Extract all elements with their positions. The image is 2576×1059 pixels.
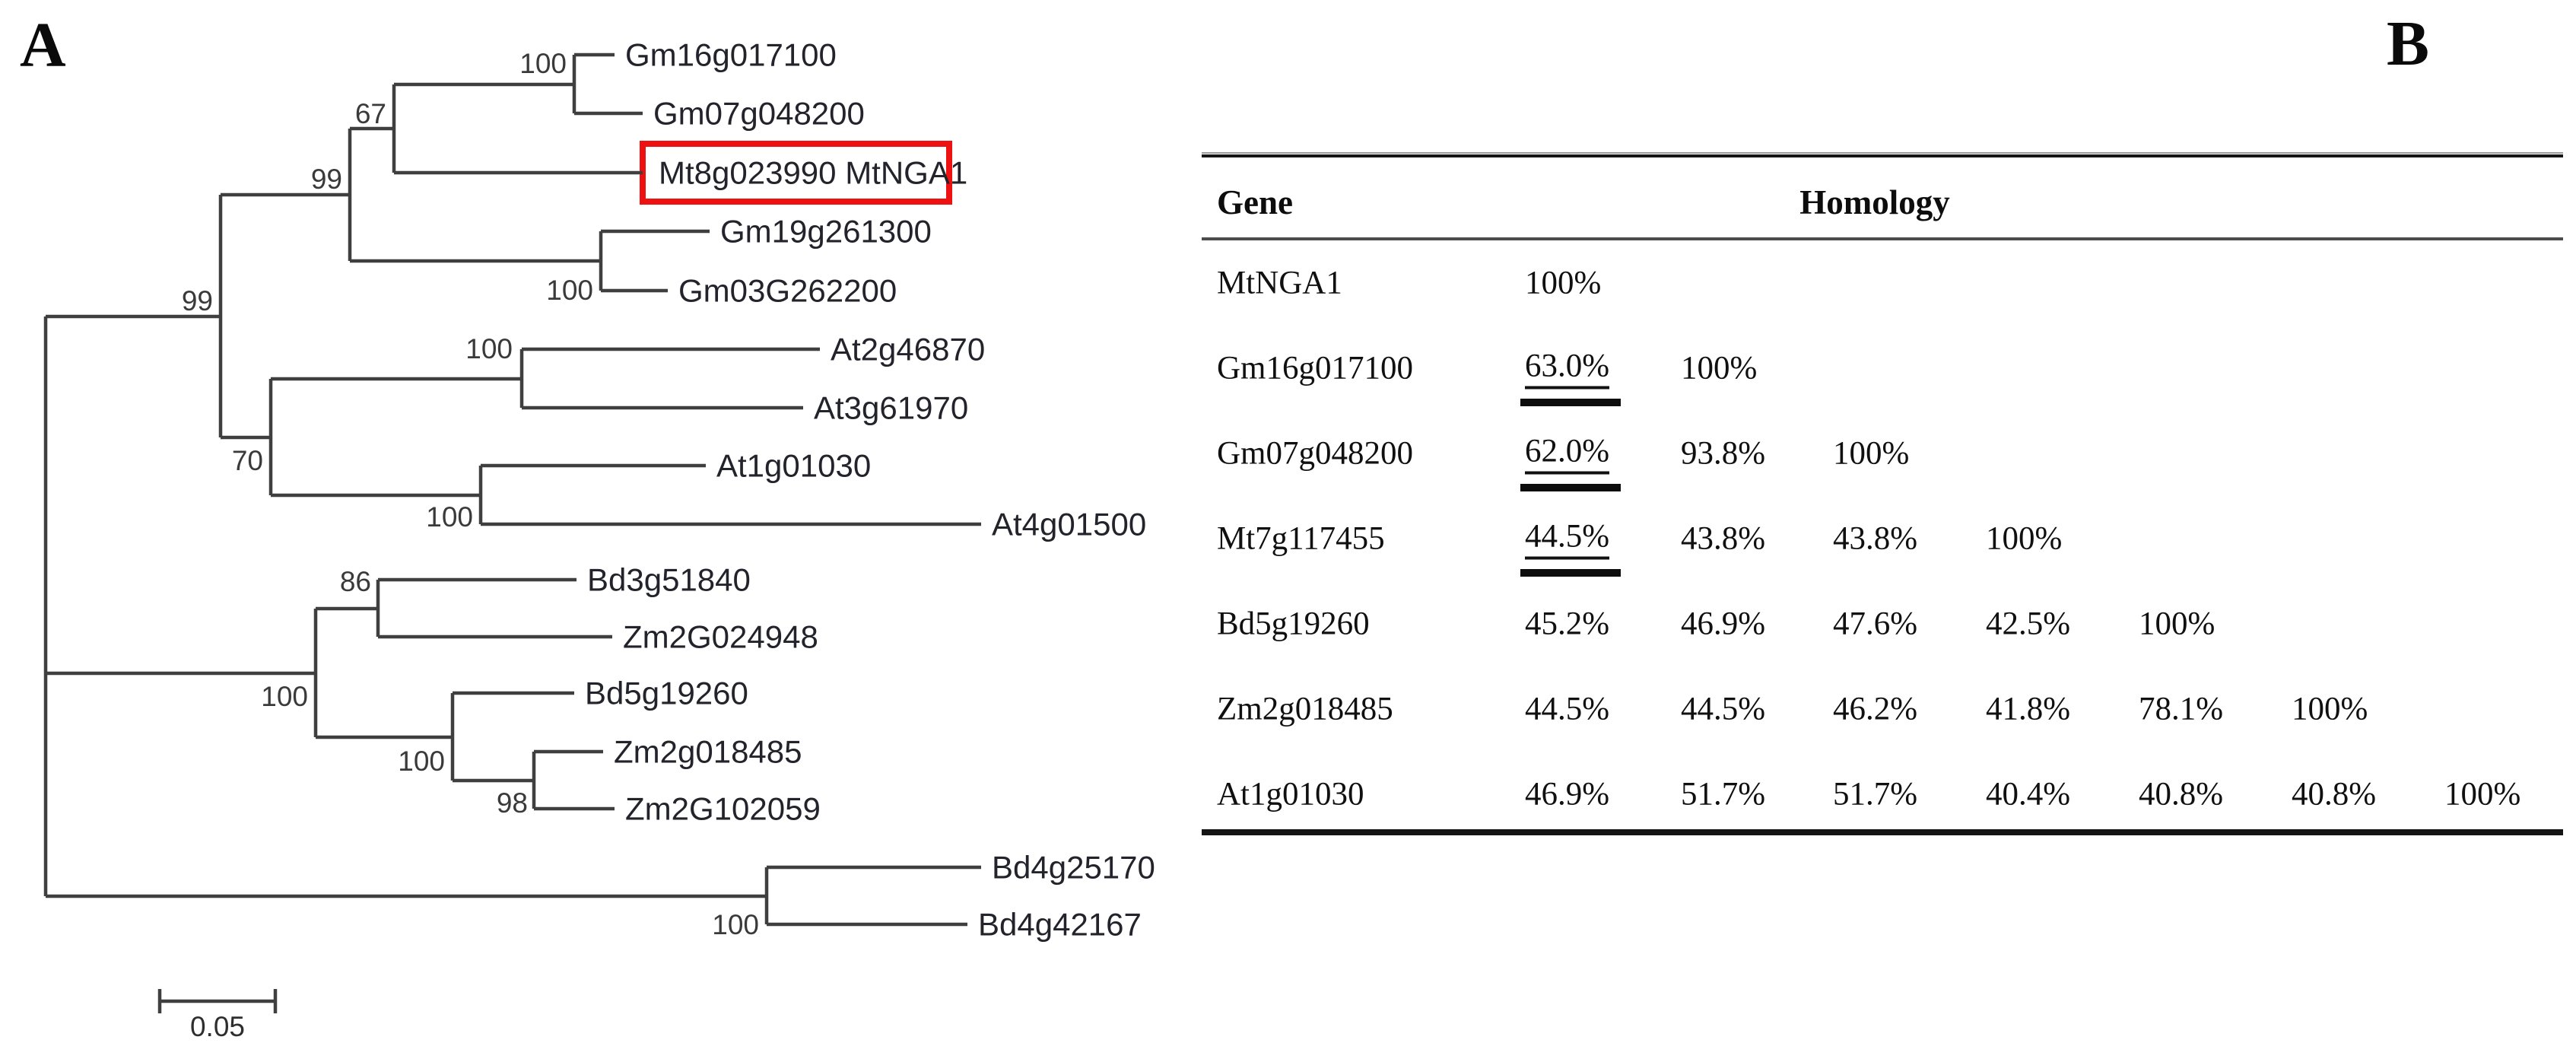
table-header-homology: Homology — [1799, 183, 1950, 221]
homology-cell-At1g01030-6: 100% — [2444, 776, 2521, 813]
homology-cell-Zm2g018485-5: 100% — [2292, 691, 2368, 727]
bootstrap-value-monocot-clade: 100 — [261, 681, 308, 712]
panel-b-label: B — [2387, 8, 2430, 79]
bootstrap-value-at2-at3: 100 — [465, 333, 513, 364]
homology-cell-Gm07g048200-0: 62.0% — [1525, 433, 1610, 475]
taxon-label-Gm19g261300: Gm19g261300 — [720, 214, 932, 250]
homology-cell-Mt7g117455-2: 43.8% — [1833, 520, 1918, 557]
homology-cell-At1g01030-3: 40.4% — [1986, 776, 2071, 813]
emphasis-bar-Gm07g048200 — [1520, 484, 1621, 491]
taxon-label-Gm16g017100: Gm16g017100 — [625, 37, 837, 73]
table-row-Mt7g117455: Mt7g117455 44.5% 43.8% 43.8% 100% — [1186, 496, 2576, 581]
homology-cell-Gm16g017100-1: 100% — [1681, 350, 1758, 386]
bootstrap-value-legume-clade: 99 — [311, 164, 342, 195]
bootstrap-value-dicot-clade: 99 — [182, 285, 213, 316]
homology-cell-Bd5g19260-0: 45.2% — [1525, 606, 1610, 642]
taxon-label-Zm2g018485: Zm2g018485 — [614, 734, 802, 770]
taxon-label-Mt8g023990: Mt8g023990 MtNGA1 — [659, 155, 967, 191]
homology-cell-Bd5g19260-3: 42.5% — [1986, 606, 2071, 642]
table-bottom-rule — [1202, 829, 2563, 835]
table-top-rule — [1202, 152, 2563, 157]
homology-cell-MtNGA1-0: 100% — [1525, 265, 1602, 301]
taxon-label-Gm03G262200: Gm03G262200 — [678, 273, 897, 309]
homology-cell-Mt7g117455-3: 100% — [1986, 520, 2063, 557]
homology-cell-Gm16g017100-0: 63.0% — [1525, 348, 1610, 390]
bootstrap-value-bd5-zm-pair: 100 — [398, 746, 445, 777]
gene-cell-Gm16g017100: Gm16g017100 — [1217, 350, 1413, 386]
table-row-At1g01030: At1g01030 46.9% 51.7% 51.7% 40.4% 40.8% 40.8% 1… — [1186, 752, 2576, 837]
gene-cell-Bd5g19260: Bd5g19260 — [1217, 606, 1370, 642]
homology-cell-Mt7g117455-1: 43.8% — [1681, 520, 1766, 557]
gene-cell-Gm07g048200: Gm07g048200 — [1217, 435, 1413, 472]
taxon-label-At2g46870: At2g46870 — [831, 332, 985, 367]
bootstrap-value-arabidopsis: 70 — [232, 445, 263, 476]
bootstrap-value-at1-at4: 100 — [426, 501, 473, 533]
table-row-MtNGA1: MtNGA1 100% — [1186, 240, 2576, 326]
homology-cell-At1g01030-0: 46.9% — [1525, 776, 1610, 813]
homology-cell-Gm07g048200-2: 100% — [1833, 435, 1910, 472]
taxon-label-Bd3g51840: Bd3g51840 — [587, 562, 751, 598]
bootstrap-value-bd3-zm024948: 86 — [340, 566, 371, 597]
panel-a-label: A — [20, 10, 66, 81]
taxon-label-At3g61970: At3g61970 — [814, 390, 968, 426]
homology-cell-Zm2g018485-2: 46.2% — [1833, 691, 1918, 727]
gene-cell-Mt7g117455: Mt7g117455 — [1217, 520, 1385, 557]
bootstrap-value-gm19-gm03: 100 — [546, 275, 593, 306]
taxon-label-Zm2G024948: Zm2G024948 — [623, 619, 818, 655]
homology-cell-At1g01030-5: 40.8% — [2292, 776, 2377, 813]
bootstrap-value-zm018485-zm102: 98 — [497, 787, 528, 819]
gene-cell-At1g01030: At1g01030 — [1217, 776, 1364, 813]
scale-bar-label: 0.05 — [190, 1011, 245, 1042]
taxon-label-Bd4g42167: Bd4g42167 — [978, 907, 1142, 943]
table-header-rule — [1202, 237, 2563, 240]
gene-cell-Zm2g018485: Zm2g018485 — [1217, 691, 1393, 727]
bootstrap-value-gm-mtnga1: 67 — [355, 98, 386, 129]
taxon-label-Bd5g19260: Bd5g19260 — [585, 676, 748, 711]
homology-cell-At1g01030-4: 40.8% — [2139, 776, 2224, 813]
homology-cell-Zm2g018485-4: 78.1% — [2139, 691, 2224, 727]
homology-cell-Bd5g19260-2: 47.6% — [1833, 606, 1918, 642]
homology-cell-Zm2g018485-0: 44.5% — [1525, 691, 1610, 727]
emphasis-bar-Mt7g117455 — [1520, 569, 1621, 577]
table-row-Gm16g017100: Gm16g017100 63.0% 100% — [1186, 326, 2576, 411]
taxon-label-At1g01030: At1g01030 — [716, 448, 871, 484]
table-row-Zm2g018485: Zm2g018485 44.5% 44.5% 46.2% 41.8% 78.1% 100% — [1186, 666, 2576, 752]
homology-cell-Mt7g117455-0: 44.5% — [1525, 518, 1610, 560]
bootstrap-value-bd4-outgroup: 100 — [712, 909, 759, 940]
emphasis-bar-Gm16g017100 — [1520, 399, 1621, 406]
taxon-label-Zm2G102059: Zm2G102059 — [625, 791, 821, 827]
table-row-Bd5g19260: Bd5g19260 45.2% 46.9% 47.6% 42.5% 100% — [1186, 581, 2576, 666]
homology-cell-Zm2g018485-3: 41.8% — [1986, 691, 2071, 727]
bootstrap-value-gm16-gm07: 100 — [519, 48, 567, 79]
homology-cell-Gm07g048200-1: 93.8% — [1681, 435, 1766, 472]
taxon-label-At4g01500: At4g01500 — [992, 507, 1146, 542]
table-header-gene: Gene — [1217, 183, 1293, 221]
table-row-Gm07g048200: Gm07g048200 62.0% 93.8% 100% — [1186, 411, 2576, 496]
taxon-label-Gm07g048200: Gm07g048200 — [653, 96, 865, 132]
gene-cell-MtNGA1: MtNGA1 — [1217, 265, 1342, 301]
taxon-label-Bd4g25170: Bd4g25170 — [992, 850, 1155, 886]
phylogenetic-tree: 100 67 100 99 100 100 70 99 86 98 100 100 100 Gm16g01… — [43, 37, 1155, 1042]
homology-cell-Bd5g19260-4: 100% — [2139, 606, 2215, 642]
homology-cell-At1g01030-1: 51.7% — [1681, 776, 1766, 813]
homology-panel: B Gene Homology MtNGA1 100% Gm16g017100 63.… — [1186, 0, 2576, 1059]
homology-cell-Zm2g018485-1: 44.5% — [1681, 691, 1766, 727]
homology-cell-Bd5g19260-1: 46.9% — [1681, 606, 1766, 642]
homology-cell-At1g01030-2: 51.7% — [1833, 776, 1918, 813]
